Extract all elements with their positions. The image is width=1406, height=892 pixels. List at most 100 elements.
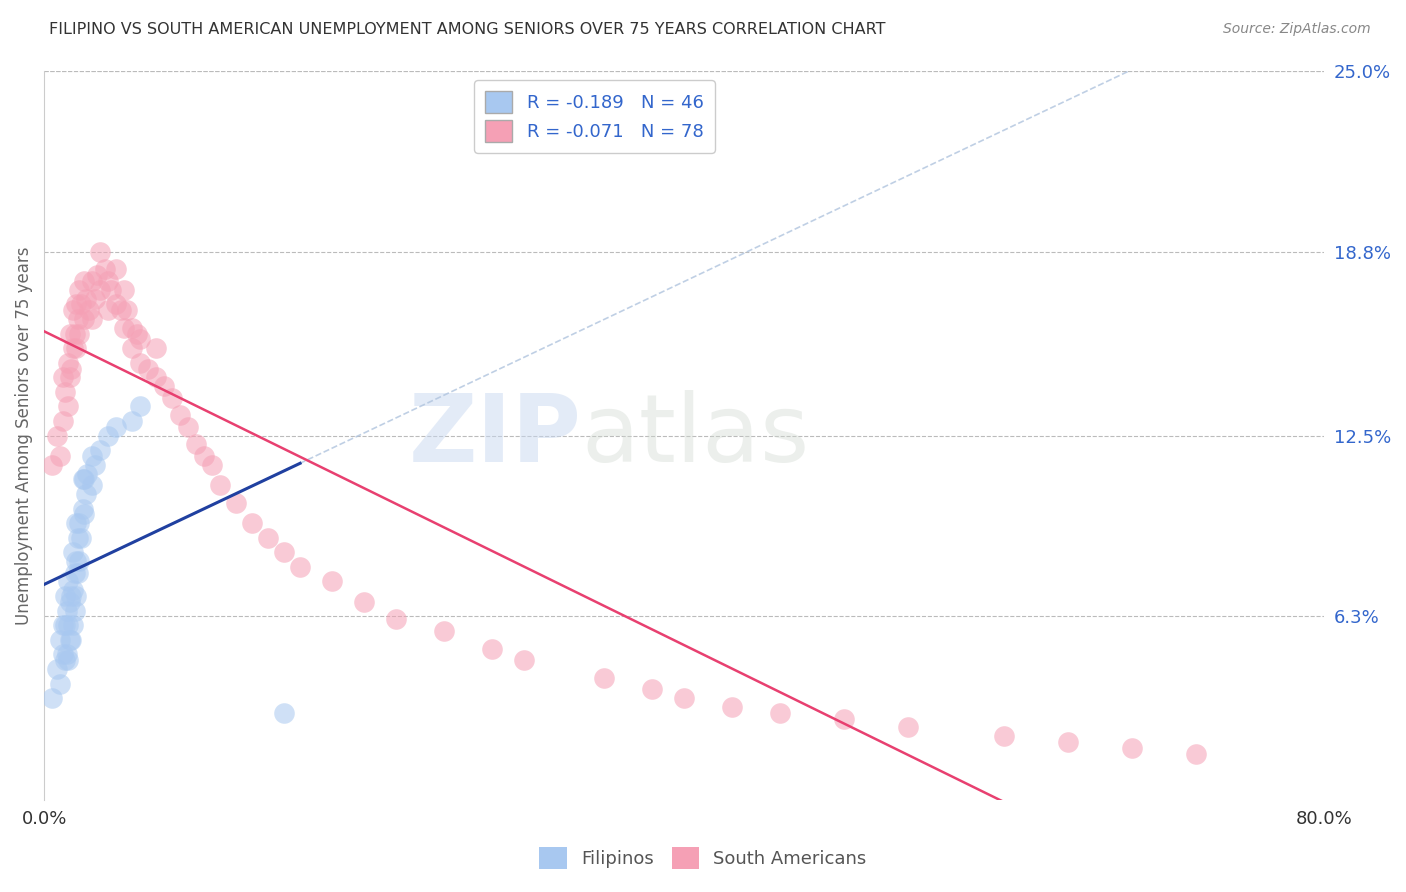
Point [225,496,247,510]
Point [993,729,1015,743]
Point [288,560,311,574]
Point [45,428,67,442]
Point [94,262,117,277]
Point [153,379,176,393]
Point [117,303,139,318]
Point [65,589,87,603]
Point [641,682,664,697]
Point [209,478,232,492]
Text: atlas: atlas [582,390,810,482]
Point [56,653,79,667]
Point [41,458,63,472]
Point [721,699,744,714]
Point [273,545,295,559]
Point [82,478,104,492]
Point [62,545,84,559]
Point [52,648,75,662]
Point [49,449,72,463]
Point [63,326,86,341]
Point [67,283,90,297]
Point [89,283,111,297]
Point [593,671,616,685]
Point [177,420,200,434]
Point [201,458,224,472]
Point [105,420,128,434]
Point [129,332,152,346]
Point [75,487,97,501]
Point [65,341,87,355]
Point [73,274,96,288]
Point [97,274,120,288]
Legend: Filipinos, South Americans: Filipinos, South Americans [533,839,873,876]
Point [136,361,159,376]
Point [65,297,87,311]
Y-axis label: Unemployment Among Seniors over 75 years: Unemployment Among Seniors over 75 years [15,246,32,625]
Point [45,662,67,676]
Point [257,531,280,545]
Point [59,632,82,647]
Point [56,400,79,414]
Point [105,262,128,277]
Point [184,437,207,451]
Point [145,341,167,355]
Point [56,356,79,370]
Point [82,449,104,463]
Point [97,303,120,318]
Text: ZIP: ZIP [409,390,582,482]
Point [49,676,72,690]
Point [62,341,84,355]
Text: Source: ZipAtlas.com: Source: ZipAtlas.com [1223,22,1371,37]
Point [41,691,63,706]
Point [105,297,128,311]
Point [193,449,215,463]
Point [121,341,143,355]
Point [121,414,143,428]
Point [67,326,90,341]
Point [273,706,295,720]
Point [89,443,111,458]
Point [110,303,132,318]
Point [65,554,87,568]
Point [73,472,96,486]
Point [112,320,135,334]
Point [55,604,77,618]
Point [66,312,89,326]
Point [72,501,94,516]
Point [63,604,86,618]
Legend: R = -0.189   N = 46, R = -0.071   N = 78: R = -0.189 N = 46, R = -0.071 N = 78 [474,80,714,153]
Point [56,618,79,632]
Point [145,370,167,384]
Point [84,292,107,306]
Point [385,612,408,626]
Point [62,583,84,598]
Point [169,408,191,422]
Point [72,472,94,486]
Point [112,283,135,297]
Point [73,312,96,326]
Point [897,720,920,734]
Point [160,391,183,405]
Point [513,653,536,667]
Point [129,356,152,370]
Point [86,268,108,283]
Point [67,554,90,568]
Point [66,531,89,545]
Point [53,589,76,603]
Point [55,648,77,662]
Point [84,458,107,472]
Point [97,428,120,442]
Point [52,618,75,632]
Point [70,531,93,545]
Point [1185,747,1208,761]
Point [240,516,263,530]
Point [1057,735,1080,749]
Point [82,312,104,326]
Point [77,303,100,318]
Point [433,624,456,638]
Point [353,595,375,609]
Point [76,467,98,481]
Point [129,400,152,414]
Point [53,384,76,399]
Point [52,414,75,428]
Point [62,303,84,318]
